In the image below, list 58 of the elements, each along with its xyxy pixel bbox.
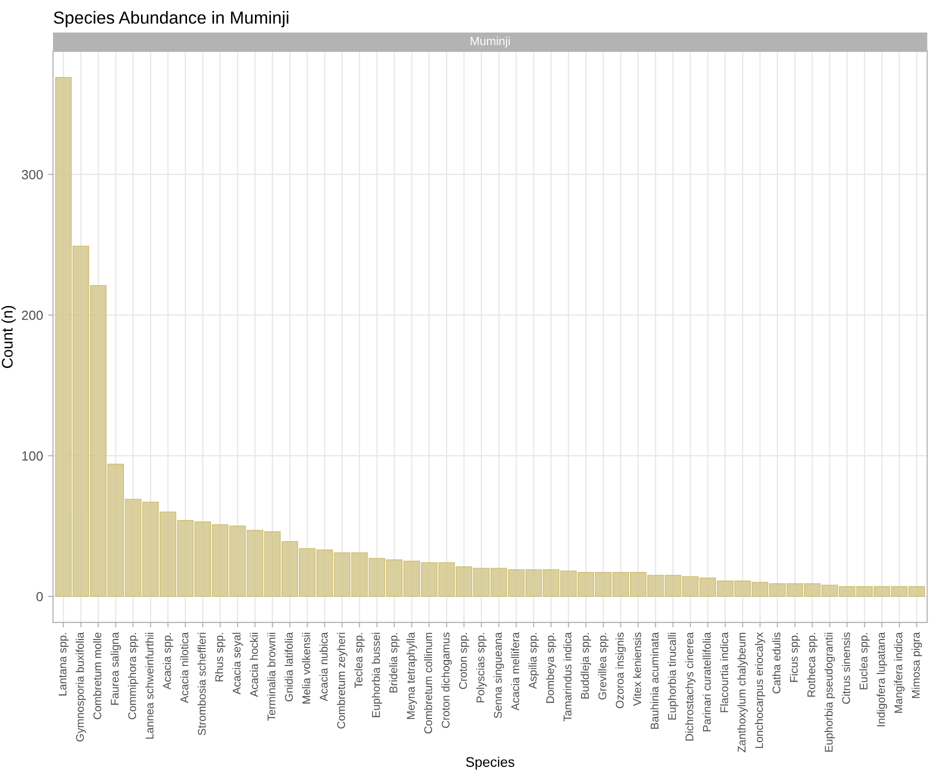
x-tick-label: Euphorbia bussei: [372, 632, 382, 718]
x-tick-label: Teclea spp.: [354, 633, 365, 688]
x-tick-label: Gymnosporia buxifolia: [76, 632, 86, 742]
x-tick-label: Acacia seyal: [232, 632, 243, 694]
x-tick-label: Euclea spp.: [859, 633, 870, 690]
x-tick-label: Rhus spp.: [215, 633, 226, 682]
x-tick-label: Lonchocarpus eriocalyx: [754, 632, 766, 748]
x-tick-label: Dombeya spp.: [546, 633, 556, 703]
x-tick-label: Strombosia scheffleri: [198, 632, 206, 736]
x-tick-label: Grevillea spp.: [598, 633, 608, 700]
y-axis-title: Count (n): [1, 306, 16, 368]
x-tick-label: Bridelia spp.: [389, 633, 400, 692]
x-tick-label: Euphorbia pseudograntii: [824, 632, 835, 752]
x-tick-label: Tamarindus indica: [563, 632, 572, 722]
x-tick-label: Acacia spp.: [162, 633, 174, 690]
x-tick-label: Citrus sinensis: [842, 632, 850, 704]
x-tick-label: Vitex keniensis: [632, 632, 642, 706]
x-tick-label: Ozoroa insignis: [616, 632, 626, 708]
x-tick-label: Zanthoxylum chalybeum: [737, 632, 748, 752]
x-tick-label: Croton dichogamus: [441, 632, 452, 728]
x-tick-label: Gnidia latifolia: [284, 632, 293, 702]
x-tick-label: Senna singueana: [494, 632, 504, 718]
x-axis-title: Species: [466, 756, 514, 770]
x-tick-label: Combretum collinum: [424, 632, 432, 734]
x-tick-label: Acacia nubica: [319, 632, 328, 702]
x-tick-label: Indigofera lupatana: [876, 632, 888, 726]
x-tick-label: Croton spp.: [459, 633, 470, 689]
x-tick-label: Lantana spp.: [58, 633, 69, 696]
x-tick-label: Commiphora spp.: [128, 633, 138, 720]
y-tick-label: 100: [22, 451, 43, 461]
x-tick-label: Dichrostachys cinerea: [685, 632, 696, 741]
x-tick-label: Melia volkensii: [302, 632, 310, 704]
x-tick-label: Catha edulis: [772, 632, 780, 694]
x-tick-label: Acacia hockii: [250, 632, 258, 697]
x-tick-label: Aspilia spp.: [528, 633, 539, 689]
x-tick-label: Terminalia brownii: [267, 632, 276, 721]
x-tick-label: Mangifera indica: [894, 632, 905, 713]
x-tick-label: Polyscias spp.: [476, 633, 487, 702]
x-tick-label: Bauhinia acuminata: [650, 632, 659, 729]
x-tick-label: Faurea saligna: [110, 632, 121, 705]
y-tick-label: 0: [36, 592, 43, 602]
x-tick-label: Rotheca spp.: [807, 633, 818, 697]
x-tick-label: Ficus spp.: [790, 633, 800, 682]
x-tick-label: Combretum molle: [93, 632, 102, 720]
chart-subtitle: Muminji: [470, 36, 510, 48]
x-tick-label: Flacourtia indica: [720, 632, 728, 712]
x-tick-label: Euphorbia tirucalli: [668, 632, 678, 720]
x-tick-label: Acacia mellifera: [511, 632, 520, 711]
y-tick-label: 300: [22, 170, 43, 180]
x-tick-label: Buddleja spp.: [580, 633, 592, 699]
x-tick-label: Meyna tetraphylla: [406, 632, 417, 719]
x-tick-label: Lannea schweinfurthii: [145, 632, 154, 739]
x-tick-label: Mimosa pigra: [912, 632, 922, 698]
chart-title: Species Abundance in Muminji: [54, 11, 288, 28]
x-tick-label: Parinari curatellifolia: [702, 632, 711, 732]
y-tick-label: 200: [22, 310, 43, 320]
x-tick-label: Combretum zeyheri: [336, 632, 348, 728]
x-tick-label: Acacia nilotica: [180, 632, 188, 704]
